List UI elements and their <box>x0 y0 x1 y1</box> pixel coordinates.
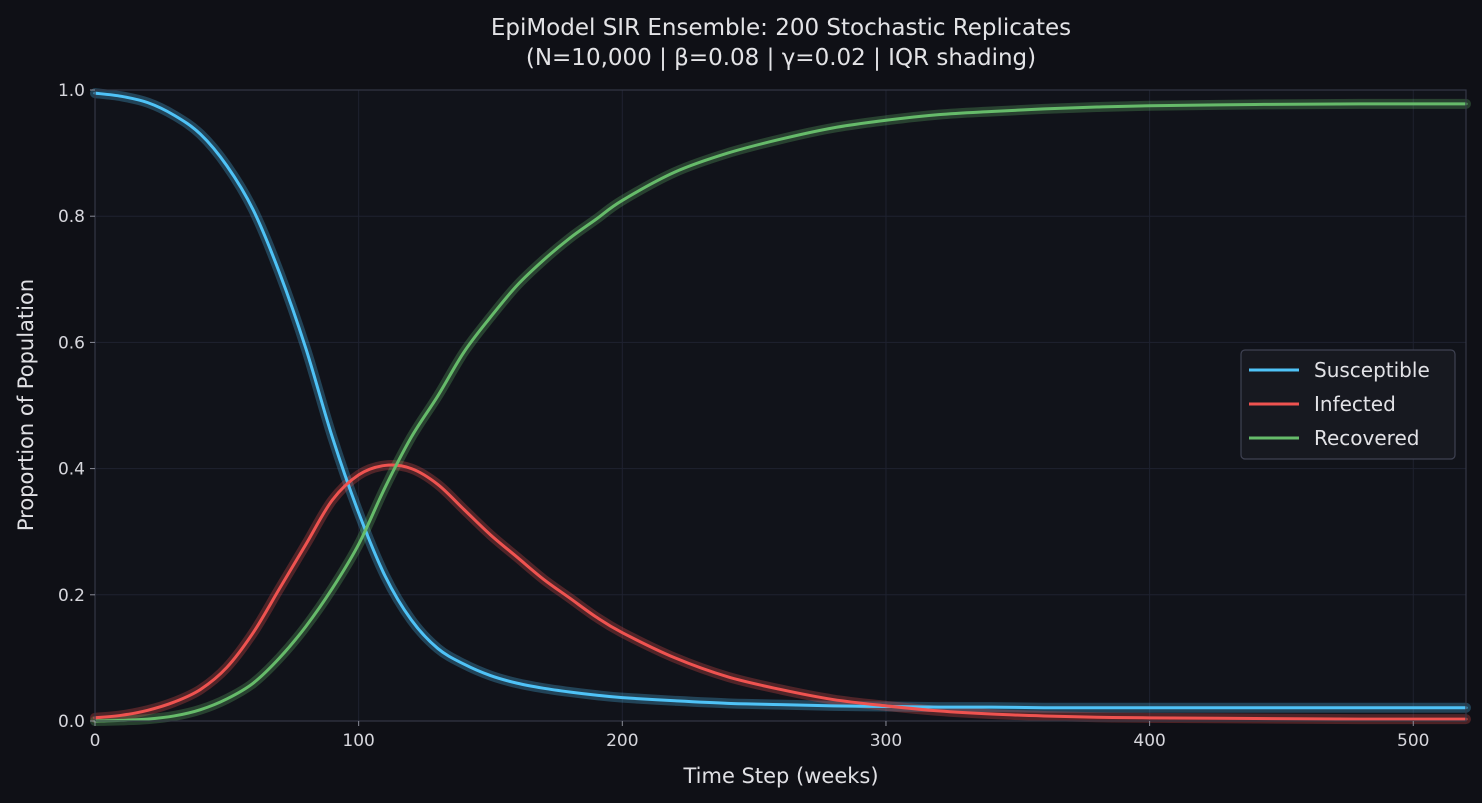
x-tick-label-0: 0 <box>90 731 101 751</box>
y-axis-label: Proportion of Population <box>14 279 38 531</box>
x-axis-label: Time Step (weeks) <box>682 764 878 788</box>
series-line-recovered <box>93 102 1468 723</box>
series-lines <box>93 91 1468 723</box>
y-axis: 0.0 0.2 0.4 0.6 0.8 1.0 <box>58 81 95 732</box>
legend: Susceptible Infected Recovered <box>1240 349 1456 460</box>
legend-label-recovered: Recovered <box>1314 426 1419 450</box>
plot-frame <box>94 89 1467 722</box>
legend-box <box>1240 349 1456 460</box>
y-tick-label-1: 0.2 <box>58 586 85 606</box>
series-line-susceptible <box>93 91 1468 710</box>
y-tick-label-4: 0.8 <box>58 207 85 227</box>
legend-label-infected: Infected <box>1314 392 1396 416</box>
x-tick-label-1: 100 <box>342 731 374 751</box>
y-tick-label-5: 1.0 <box>58 81 85 101</box>
y-tick-label-3: 0.6 <box>58 333 85 353</box>
x-tick-label-2: 200 <box>606 731 638 751</box>
legend-label-susceptible: Susceptible <box>1314 358 1430 382</box>
x-tick-label-4: 400 <box>1133 731 1165 751</box>
y-tick-label-0: 0.0 <box>58 712 85 732</box>
series-line-infected <box>93 463 1468 721</box>
chart-title: EpiModel SIR Ensemble: 200 Stochastic Re… <box>491 15 1071 41</box>
x-axis: 0 100 200 300 400 500 <box>90 721 1429 751</box>
x-tick-label-5: 500 <box>1397 731 1429 751</box>
x-tick-label-3: 300 <box>870 731 902 751</box>
chart-subtitle: (N=10,000 | β=0.08 | γ=0.02 | IQR shadin… <box>526 45 1036 71</box>
y-tick-label-2: 0.4 <box>58 460 85 480</box>
